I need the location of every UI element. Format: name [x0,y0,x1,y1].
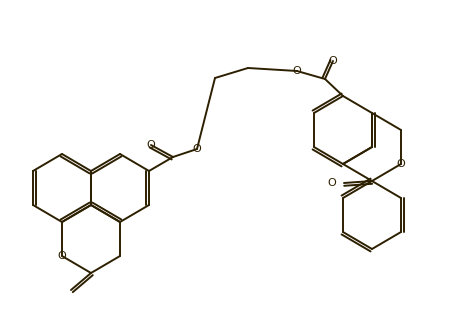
Text: O: O [329,56,337,66]
Text: O: O [292,66,301,76]
Text: O: O [397,159,405,169]
Text: O: O [328,178,336,188]
Text: O: O [147,140,155,150]
Text: O: O [58,251,66,261]
Text: O: O [192,144,202,154]
